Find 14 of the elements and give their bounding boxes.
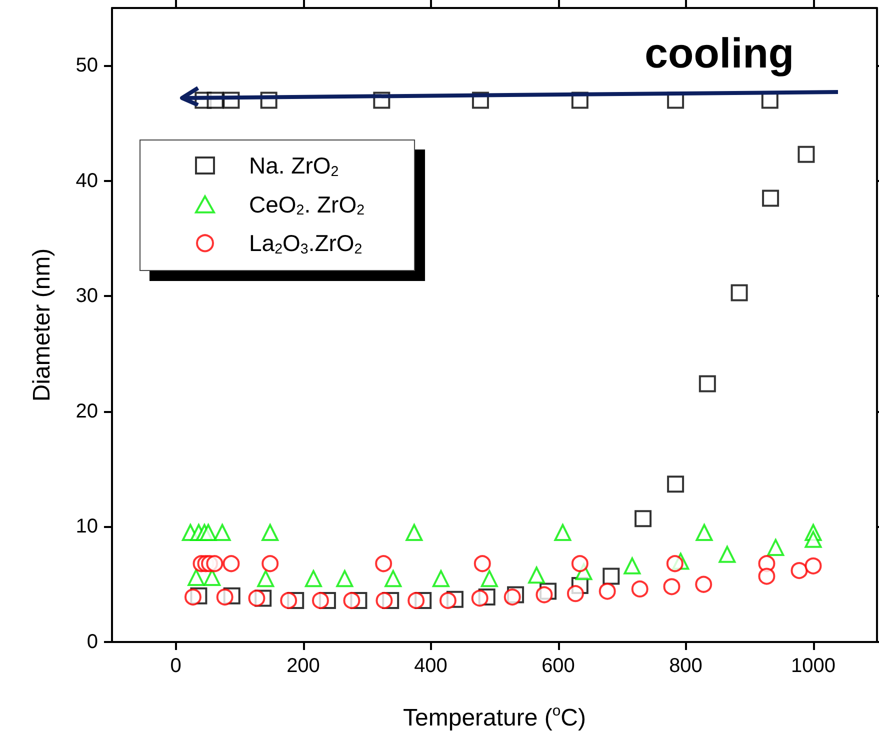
x-tick-label: 600	[542, 655, 575, 677]
x-tick-label: 400	[414, 655, 448, 677]
y-tick-label: 10	[76, 516, 98, 538]
x-tick-label: 800	[669, 655, 702, 677]
x-tick-label: 200	[286, 655, 320, 677]
y-tick-label: 0	[86, 631, 98, 653]
y-tick-label: 20	[76, 400, 98, 422]
annotation: cooling	[644, 30, 794, 76]
y-tick-label: 50	[76, 54, 98, 77]
y-tick-label: 30	[76, 285, 98, 308]
y-axis-title: Diameter (nm)	[28, 248, 56, 402]
y-tick-label: 40	[76, 170, 98, 192]
x-tick-label: 1000	[791, 655, 836, 677]
x-tick-label: 0	[170, 655, 182, 677]
